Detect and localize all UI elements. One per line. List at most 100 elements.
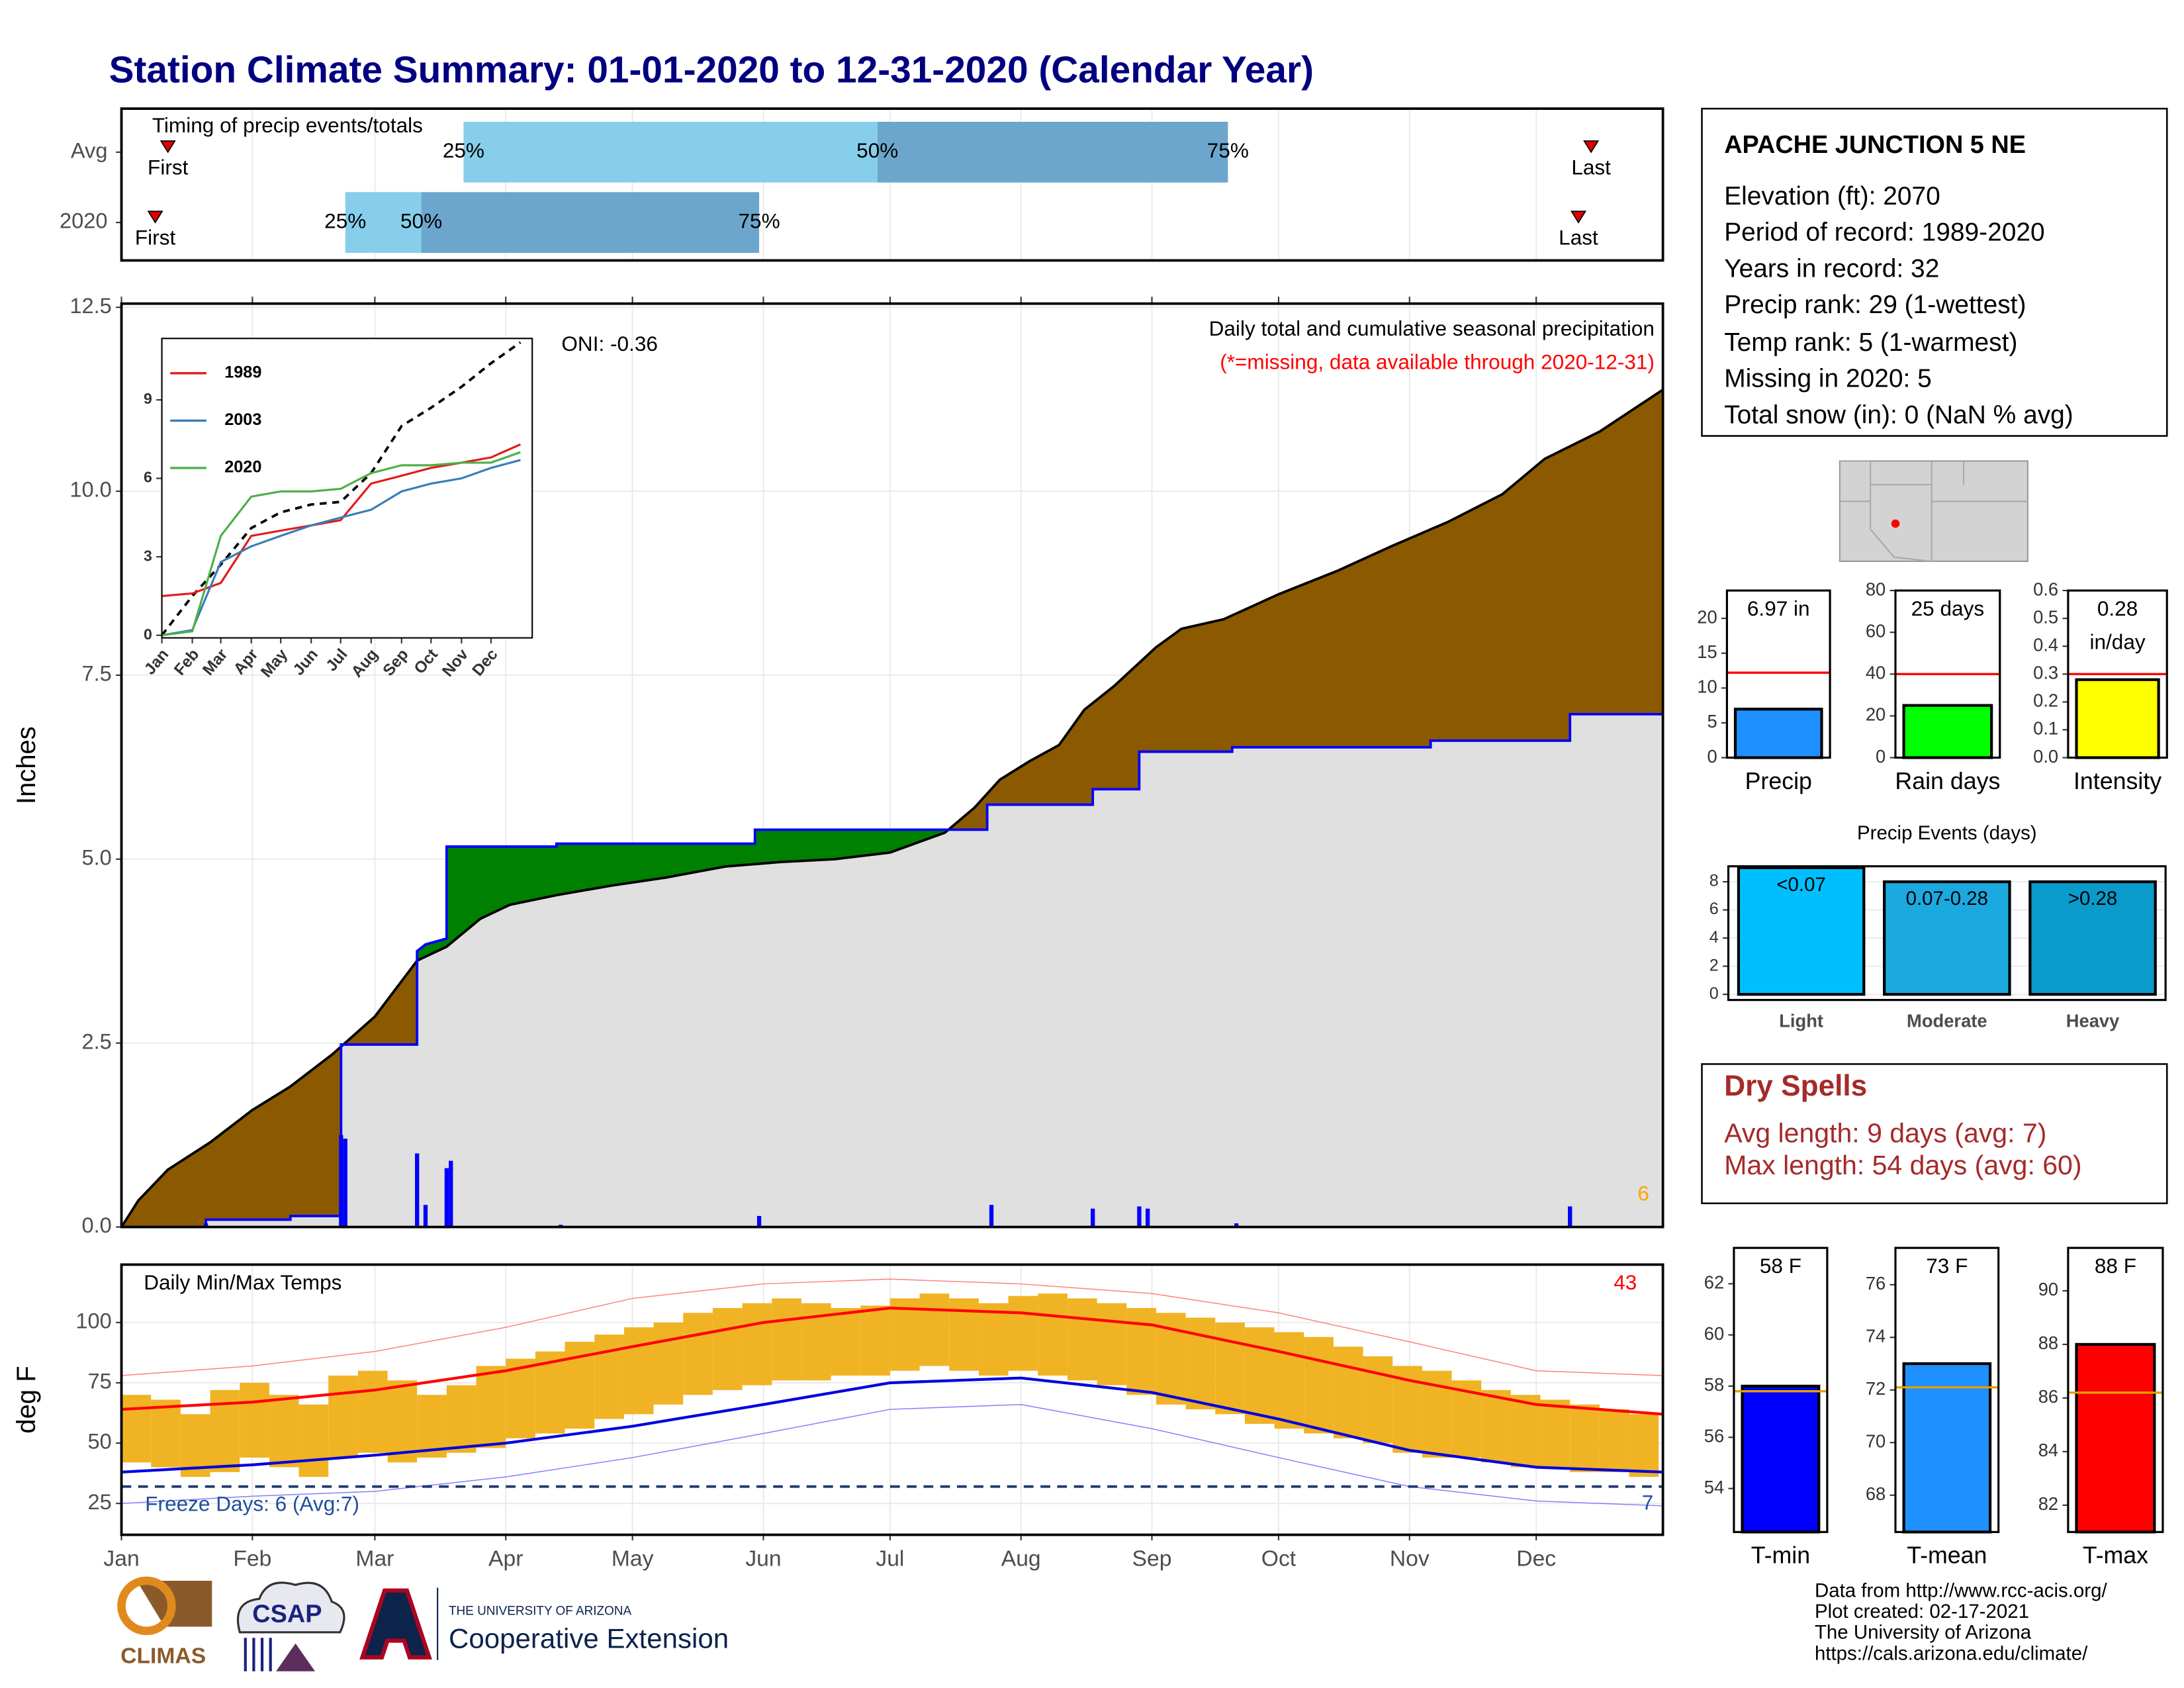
station-line: Period of record: 1989-2020 xyxy=(1724,218,2045,247)
category-label: Intensity xyxy=(2073,768,2161,794)
chart-note: (*=missing, data available through 2020-… xyxy=(1220,350,1655,373)
dry-spells-line: Avg length: 9 days (avg: 7) xyxy=(1724,1118,2046,1149)
percentile-label: 50% xyxy=(400,209,442,232)
plot-frame xyxy=(1725,589,1831,759)
y-tick-label: 75 xyxy=(88,1369,112,1393)
y-tick-label: 100 xyxy=(75,1308,111,1333)
category-label: Light xyxy=(1779,1011,1823,1031)
temp-range-bar xyxy=(1629,1414,1659,1477)
station-line: Elevation (ft): 2070 xyxy=(1724,182,1940,211)
x-tick-label: Nov xyxy=(1390,1546,1430,1571)
temp-range-bar xyxy=(506,1358,535,1438)
page-title: Station Climate Summary: 01-01-2020 to 1… xyxy=(109,49,1314,91)
dry-spells-box xyxy=(1701,1063,2168,1205)
daily-bar xyxy=(423,1205,428,1227)
y-tick-label: 0.6 xyxy=(2033,579,2058,599)
event-label: Last xyxy=(1571,155,1611,179)
percentile-label: 25% xyxy=(443,138,484,162)
y-tick-label: 7.5 xyxy=(81,661,111,686)
plot-frame xyxy=(1894,1246,2000,1533)
y-tick-label: 40 xyxy=(1866,663,1886,683)
temp-range-bar xyxy=(269,1395,299,1468)
x-tick-label: Apr xyxy=(488,1546,523,1571)
footer-line: Plot created: 02-17-2021 xyxy=(1815,1601,2029,1622)
y-tick-label: 0 xyxy=(1707,746,1717,767)
daily-bar xyxy=(1091,1208,1095,1227)
temp-range-bar xyxy=(387,1380,418,1463)
plot-frame xyxy=(1727,865,2167,1002)
y-tick-label: 62 xyxy=(1704,1272,1724,1293)
temp-range-bar xyxy=(1215,1322,1245,1415)
y-tick-label: 60 xyxy=(1866,620,1886,641)
bar xyxy=(1733,708,1823,759)
category-label: T-min xyxy=(1751,1542,1810,1569)
temp-range-bar xyxy=(476,1366,506,1448)
temp-range-bar xyxy=(1599,1409,1629,1472)
y-tick-label: 0.4 xyxy=(2033,634,2058,655)
y-tick-label: 60 xyxy=(1704,1323,1724,1344)
daily-bar xyxy=(444,1168,449,1227)
panel-title: Daily Min/Max Temps xyxy=(144,1270,341,1294)
y-tick-label: 10.0 xyxy=(69,477,111,502)
value-label: 73 F xyxy=(1926,1254,1968,1278)
daily-bar xyxy=(989,1205,994,1227)
cold-count: 7 xyxy=(1642,1491,1654,1515)
y-tick-label: 8 xyxy=(1709,872,1719,890)
temp-range-bar xyxy=(683,1313,713,1395)
x-tick-label: Aug xyxy=(1001,1546,1041,1571)
value-label: 58 F xyxy=(1760,1254,1801,1278)
y-tick-label: 20 xyxy=(1697,606,1717,627)
daily-bar xyxy=(343,1139,347,1227)
y-tick-label: 6 xyxy=(1709,900,1719,918)
ua-logo: THE UNIVERSITY OF ARIZONA Cooperative Ex… xyxy=(359,1587,729,1660)
y-tick-label: 0.5 xyxy=(2033,606,2058,627)
temp-range-bar xyxy=(1333,1346,1363,1438)
event-label: Last xyxy=(1559,226,1598,250)
bar xyxy=(2028,880,2157,996)
y-tick-label: 72 xyxy=(1866,1378,1886,1399)
temp-range-bar xyxy=(860,1305,890,1376)
temp-range-bar xyxy=(623,1327,654,1415)
temp-range-bar xyxy=(1067,1298,1097,1381)
logo-text: Cooperative Extension xyxy=(449,1623,729,1654)
logo-text: CSAP xyxy=(252,1601,322,1628)
x-tick-label: Oct xyxy=(1261,1546,1297,1571)
event-label: First xyxy=(135,226,176,250)
temp-range-bar xyxy=(1570,1404,1600,1472)
plot-frame xyxy=(2067,589,2168,759)
temp-range-bar xyxy=(417,1395,447,1458)
station-line: Temp rank: 5 (1-warmest) xyxy=(1724,328,2017,357)
csap-logo: CSAP xyxy=(236,1581,345,1671)
y-tick-label: 90 xyxy=(2038,1279,2058,1299)
plot-frame xyxy=(120,107,1664,262)
station-name: APACHE JUNCTION 5 NE xyxy=(1724,131,2026,159)
x-tick-label: May xyxy=(612,1546,654,1571)
category-label: Rain days xyxy=(1895,768,2000,794)
category-label: Heavy xyxy=(2066,1011,2120,1031)
value-label: 25 days xyxy=(1911,596,1985,620)
y-tick-label: 0 xyxy=(1876,746,1886,767)
temp-range-bar xyxy=(151,1399,181,1468)
plot-frame xyxy=(161,338,533,639)
legend-label: 1989 xyxy=(224,363,261,382)
y-tick-label: 5 xyxy=(1707,711,1717,731)
bar-early xyxy=(463,121,878,183)
x-tick-label: Jun xyxy=(745,1546,781,1571)
data-line xyxy=(121,1376,1663,1474)
category-label: Precip xyxy=(1745,768,1812,794)
dry-spells-line: Max length: 54 days (avg: 60) xyxy=(1724,1150,2081,1180)
temp-range-bar xyxy=(1185,1317,1216,1410)
daily-bar xyxy=(449,1160,453,1227)
percentile-label: 75% xyxy=(739,209,780,232)
legend-label: 2003 xyxy=(224,410,261,429)
temp-range-bar xyxy=(1540,1399,1570,1468)
data-line xyxy=(120,389,1664,1228)
daily-bar xyxy=(1234,1223,1239,1227)
y-tick-label: 2 xyxy=(1709,956,1719,974)
temp-range-bar xyxy=(831,1307,861,1376)
daily-bar xyxy=(1568,1206,1572,1227)
temp-range-bar xyxy=(1363,1356,1393,1444)
event-marker xyxy=(159,140,176,154)
y-tick-label: 0 xyxy=(1709,984,1719,1003)
temp-range-bar xyxy=(1126,1307,1156,1395)
